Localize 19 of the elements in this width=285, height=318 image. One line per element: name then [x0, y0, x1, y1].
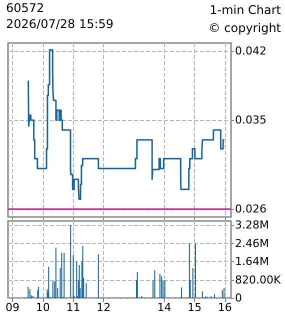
x-tick-label: 14 [157, 301, 172, 314]
text: © copyright [208, 21, 282, 35]
y-tick-label: 3.28M [235, 218, 269, 232]
x-tick-label: 15 [188, 301, 202, 314]
x-tick-label: 11 [66, 301, 80, 314]
y-tick-label: 820.00K [235, 273, 282, 286]
y-tick-label: 0 [235, 292, 242, 304]
y-tick-label: 0.042 [235, 44, 266, 58]
x-tick-label: 10 [36, 301, 50, 314]
y-tick-label: 0.035 [235, 114, 266, 127]
x-tick-label: 16 [218, 301, 232, 314]
x-tick-label: 09 [6, 301, 20, 314]
chart-title: 60572 [6, 1, 44, 15]
chart-subtitle: 2026/07/28 15:59 [6, 17, 114, 31]
text: 1-min Chart [210, 3, 282, 17]
y-tick-label: 0.026 [235, 202, 266, 216]
y-tick-label: 1.64M [235, 255, 269, 268]
x-tick-label: 12 [96, 301, 111, 314]
y-tick-label: 2.46M [235, 236, 269, 250]
